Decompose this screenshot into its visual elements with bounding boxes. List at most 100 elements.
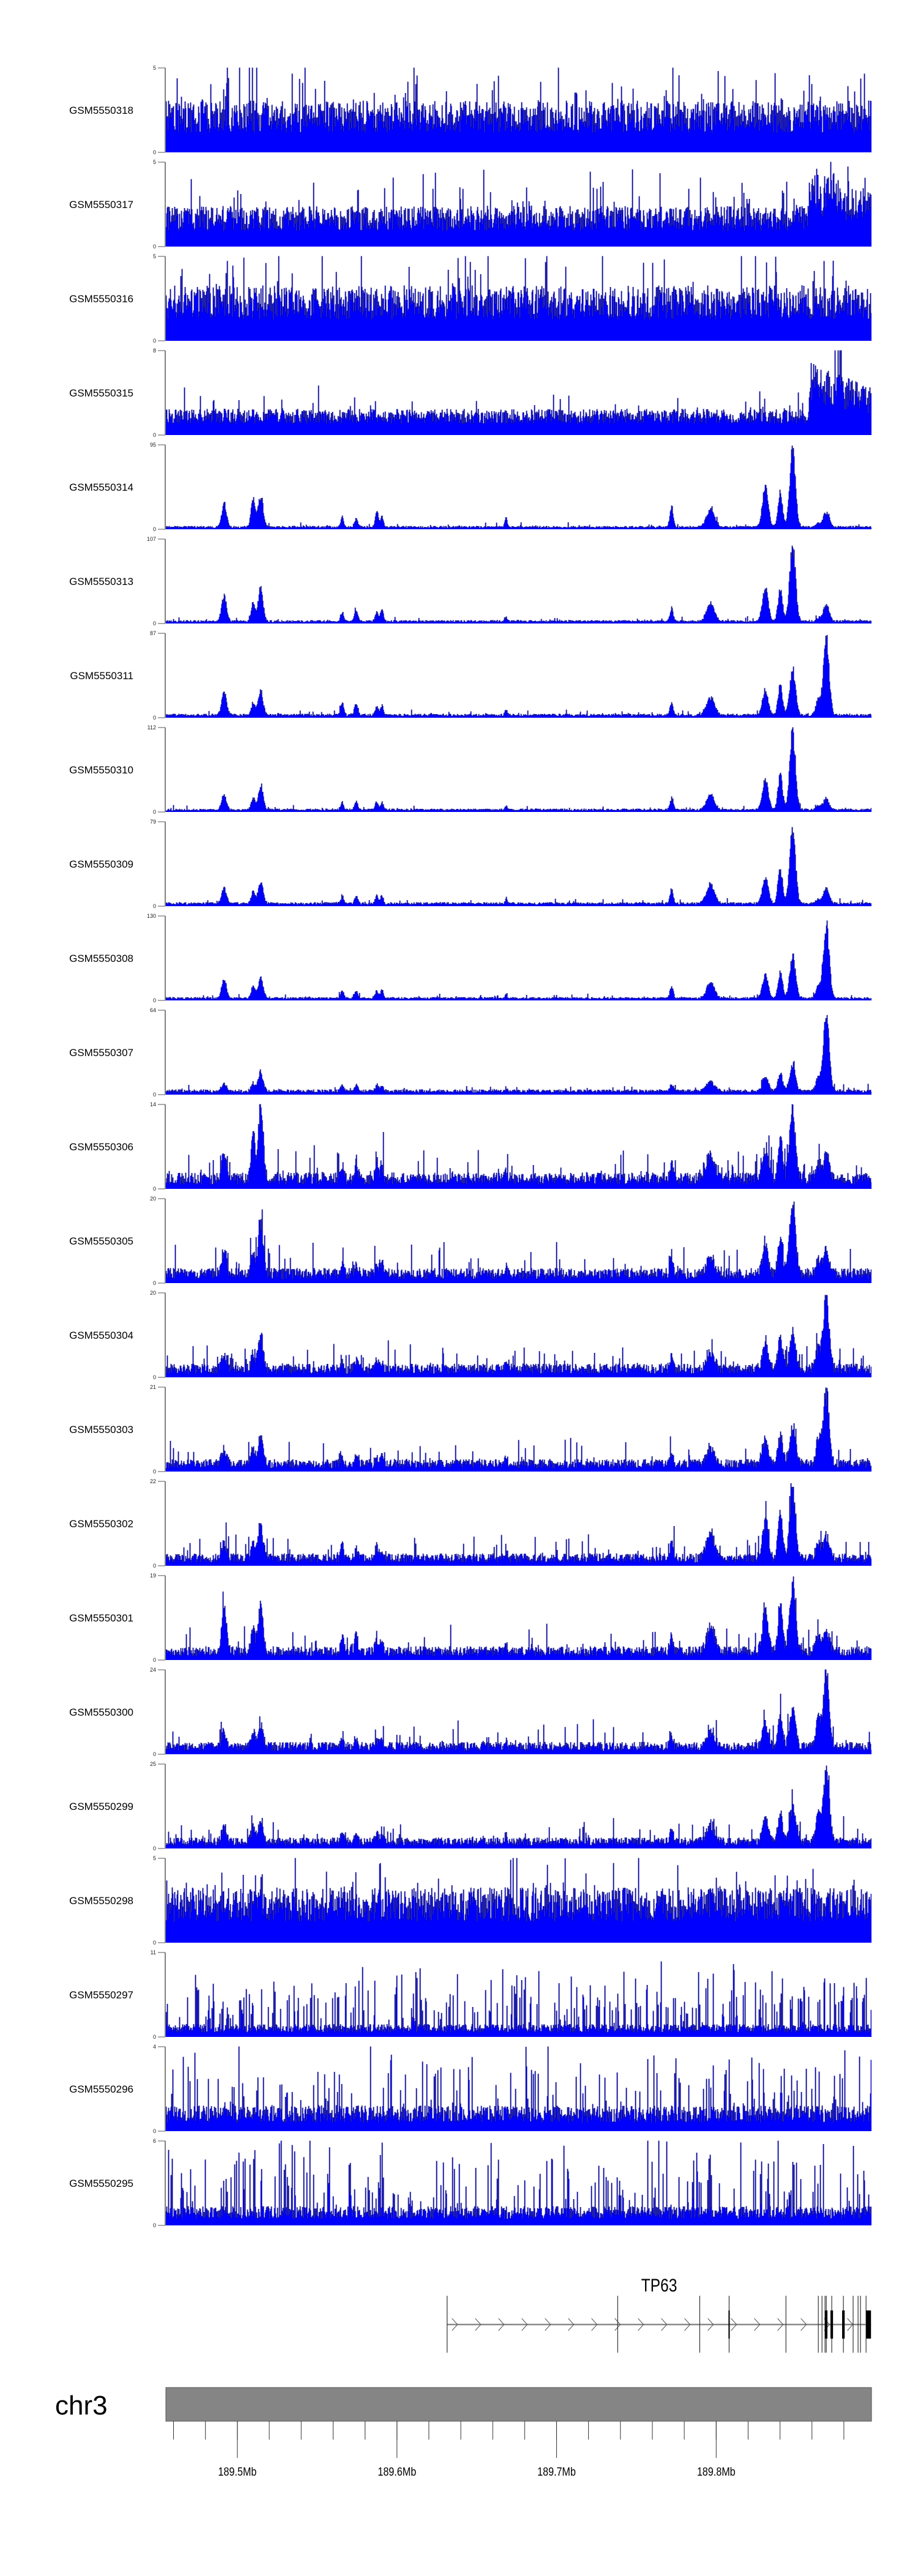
strand-chevron-icon <box>452 2318 458 2331</box>
track-GSM5550308: GSM5550308 130 0 <box>69 913 871 1003</box>
y-tick-label-max: 25 <box>150 1761 156 1767</box>
track-GSM5550317: GSM5550317 5 0 <box>69 159 871 250</box>
strand-chevron-icon <box>731 2318 737 2331</box>
signal-outline <box>166 1961 871 2033</box>
track-GSM5550299: GSM5550299 25 0 <box>69 1761 871 1852</box>
chromosome-bar <box>165 2387 872 2422</box>
y-tick-label-min: 0 <box>153 432 156 438</box>
y-tick-label-max: 5 <box>153 159 156 165</box>
y-tick-label-max: 79 <box>150 819 156 825</box>
y-tick-label-min: 0 <box>153 809 156 815</box>
track-label: GSM5550310 <box>69 764 133 776</box>
signal-outline <box>166 67 871 133</box>
gene-label: TP63 <box>641 2275 677 2296</box>
strand-chevron-icon <box>614 2318 621 2331</box>
y-tick-label-max: 21 <box>150 1384 156 1390</box>
signal-outline <box>166 635 871 717</box>
axis-tick-label: 189.6Mb <box>378 2465 416 2479</box>
strand-chevron-icon <box>754 2318 761 2331</box>
signal-area <box>166 635 871 718</box>
y-tick-label-max: 107 <box>147 536 156 542</box>
signal-area <box>166 1766 871 1848</box>
track-label: GSM5550297 <box>69 1989 133 2001</box>
y-tick-label-max: 24 <box>150 1667 156 1673</box>
signal-area <box>166 256 871 341</box>
y-tick-label-max: 22 <box>150 1478 156 1484</box>
axis-tick-label: 189.8Mb <box>697 2465 736 2479</box>
track-GSM5550301: GSM5550301 19 0 <box>69 1573 871 1663</box>
y-tick-label-max: 11 <box>151 1949 156 1956</box>
track-GSM5550297: GSM5550297 11 0 <box>69 1949 871 2040</box>
signal-area <box>166 1015 871 1095</box>
track-GSM5550296: GSM5550296 4 0 <box>69 2044 871 2134</box>
signal-area <box>166 1858 871 1943</box>
signal-outline <box>166 545 871 623</box>
track-label: GSM5550296 <box>69 2083 133 2095</box>
track-label: GSM5550295 <box>69 2178 133 2189</box>
y-tick-label-max: 5 <box>153 65 156 71</box>
y-tick-label-min: 0 <box>153 149 156 155</box>
signal-outline <box>166 2140 871 2220</box>
y-tick-label-max: 14 <box>150 1101 156 1107</box>
y-tick-label-max: 112 <box>147 724 156 731</box>
track-label: GSM5550300 <box>69 1707 133 1718</box>
signal-outline <box>166 1765 871 1847</box>
track-GSM5550295: GSM5550295 6 0 <box>69 2138 871 2228</box>
track-GSM5550300: GSM5550300 24 0 <box>69 1667 871 1757</box>
signal-area <box>166 728 871 812</box>
track-label: GSM5550313 <box>69 576 133 587</box>
y-tick-label-min: 0 <box>153 997 156 1003</box>
track-label: GSM5550316 <box>69 293 133 305</box>
y-tick-label-max: 64 <box>150 1007 156 1013</box>
signal-outline <box>166 1669 871 1752</box>
y-tick-label-min: 0 <box>153 1657 156 1663</box>
y-tick-label-min: 0 <box>153 526 156 532</box>
y-tick-label-min: 0 <box>153 1469 156 1475</box>
y-tick-label-max: 5 <box>153 1855 156 1861</box>
track-label: GSM5550315 <box>69 387 133 399</box>
y-tick-label-min: 0 <box>153 620 156 627</box>
y-tick-label-max: 87 <box>150 630 156 636</box>
y-tick-label-max: 4 <box>153 2044 156 2050</box>
y-tick-label-min: 0 <box>153 715 156 721</box>
track-label: GSM5550314 <box>69 482 133 493</box>
signal-outline <box>166 1014 871 1093</box>
y-tick-label-min: 0 <box>153 1563 156 1569</box>
track-GSM5550309: GSM5550309 79 0 <box>69 819 871 909</box>
signal-area <box>166 546 871 624</box>
signal-outline <box>166 2046 871 2123</box>
track-GSM5550311: GSM5550311 87 0 <box>70 630 871 721</box>
strand-chevron-icon <box>684 2318 691 2331</box>
track-GSM5550316: GSM5550316 5 0 <box>69 253 871 344</box>
y-tick-label-max: 20 <box>150 1196 156 1202</box>
track-GSM5550310: GSM5550310 112 0 <box>69 724 871 815</box>
signal-area <box>166 351 871 435</box>
strand-chevron-icon <box>661 2318 668 2331</box>
y-tick-label-min: 0 <box>153 1186 156 1192</box>
track-GSM5550307: GSM5550307 64 0 <box>69 1007 871 1098</box>
signal-outline <box>166 920 871 1000</box>
strand-chevron-icon <box>545 2318 551 2331</box>
y-tick-label-min: 0 <box>153 2034 156 2040</box>
track-label: GSM5550298 <box>69 1895 133 1907</box>
strand-chevron-icon <box>521 2318 528 2331</box>
coding-exon <box>824 2310 828 2339</box>
strand-chevron-icon <box>591 2318 598 2331</box>
signal-outline <box>166 350 871 425</box>
signal-area <box>166 1962 871 2037</box>
y-tick-label-min: 0 <box>153 1374 156 1380</box>
track-label: GSM5550304 <box>69 1330 133 1341</box>
signal-outline <box>166 162 871 232</box>
signal-outline <box>166 1201 871 1280</box>
signal-outline <box>166 1104 871 1185</box>
signal-outline <box>166 827 871 906</box>
track-label: GSM5550299 <box>69 1801 133 1812</box>
strand-chevron-icon <box>638 2318 644 2331</box>
track-GSM5550305: GSM5550305 20 0 <box>69 1196 871 1286</box>
y-tick-label-min: 0 <box>153 338 156 344</box>
y-tick-label-max: 20 <box>150 1290 156 1296</box>
strand-chevron-icon <box>800 2318 807 2331</box>
y-tick-label-min: 0 <box>153 244 156 250</box>
signal-outline <box>166 1858 871 1923</box>
signal-area <box>166 1388 871 1472</box>
